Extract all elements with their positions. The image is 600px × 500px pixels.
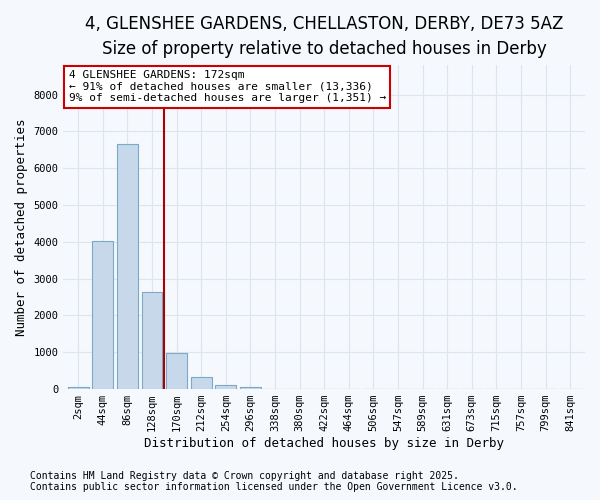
Text: 4 GLENSHEE GARDENS: 172sqm
← 91% of detached houses are smaller (13,336)
9% of s: 4 GLENSHEE GARDENS: 172sqm ← 91% of deta… [68,70,386,103]
Bar [92,241,113,389]
Bar [191,377,212,389]
Bar [215,384,236,389]
X-axis label: Distribution of detached houses by size in Derby: Distribution of detached houses by size … [144,437,504,450]
Bar [166,353,187,389]
Bar [142,292,163,389]
Y-axis label: Number of detached properties: Number of detached properties [15,118,28,336]
Title: 4, GLENSHEE GARDENS, CHELLASTON, DERBY, DE73 5AZ
Size of property relative to de: 4, GLENSHEE GARDENS, CHELLASTON, DERBY, … [85,15,563,58]
Text: Contains HM Land Registry data © Crown copyright and database right 2025.
Contai: Contains HM Land Registry data © Crown c… [30,471,518,492]
Bar [68,387,89,389]
Bar [240,387,261,389]
Bar [117,144,138,389]
